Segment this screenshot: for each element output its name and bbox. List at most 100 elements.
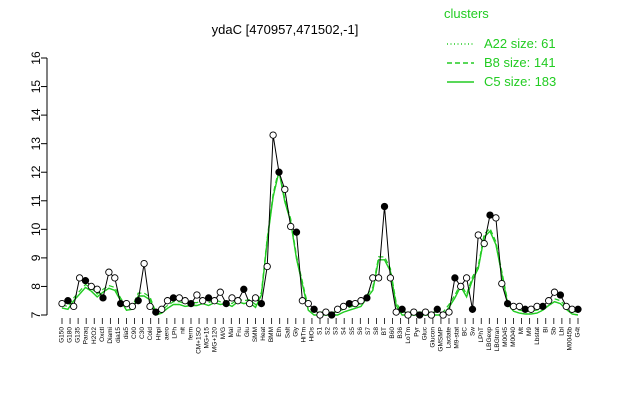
x-tick-label: Gluc	[421, 326, 428, 340]
data-point	[269, 131, 277, 139]
data-point	[562, 302, 570, 311]
x-axis: G150 G180 G135 Paraq H2O2 Oxctl Diami dia15 dia5…	[59, 318, 582, 354]
y-tick-label: 9	[29, 254, 43, 261]
x-tick-label: ferm	[188, 327, 195, 340]
data-point	[451, 274, 459, 282]
x-tick-label: Oxctl	[99, 326, 106, 341]
x-tick-label: Mt	[518, 327, 525, 334]
data-point	[310, 305, 318, 313]
data-point	[64, 297, 72, 305]
x-tick-label: M9	[526, 327, 533, 336]
data-point	[228, 294, 236, 302]
data-point	[70, 302, 78, 311]
x-tick-label: S3	[333, 327, 340, 335]
data-point	[363, 294, 371, 302]
data-point	[87, 282, 95, 291]
data-point	[245, 299, 254, 308]
data-point	[222, 299, 230, 308]
x-tick-label: dia15	[115, 327, 122, 343]
x-tick-label: C90	[131, 327, 138, 339]
data-point	[474, 231, 482, 239]
data-point	[304, 299, 312, 308]
x-tick-label: GMSMP	[437, 327, 444, 352]
x-tick-label: Pyr	[413, 326, 420, 337]
x-tick-label: G180	[67, 327, 74, 343]
x-tick-label: Diami	[107, 327, 114, 344]
data-point	[146, 302, 154, 311]
data-point	[503, 299, 512, 308]
x-tick-label: C30	[139, 327, 146, 339]
x-tick-label: Glucon	[429, 327, 436, 348]
x-tick-label: Gly	[292, 326, 299, 337]
x-tick-label: S4	[341, 327, 348, 335]
x-tick-label: aero	[163, 327, 170, 340]
data-point	[515, 302, 524, 311]
y-tick-label: 16	[29, 51, 43, 65]
data-point	[439, 311, 447, 319]
data-point	[433, 305, 441, 313]
x-tick-label: SMM	[252, 327, 259, 342]
data-point	[322, 308, 330, 316]
x-tick-label: Glu	[244, 327, 251, 338]
x-tick-label: HiTm	[300, 327, 307, 343]
data-point	[568, 305, 576, 313]
x-tick-label: M/G	[220, 327, 227, 339]
data-point	[134, 297, 142, 305]
data-point	[111, 274, 119, 282]
x-tick-label: S7	[365, 327, 372, 335]
data-point	[492, 214, 500, 222]
x-tick-label: Lactate	[446, 327, 453, 349]
data-point	[193, 291, 201, 299]
data-point	[333, 305, 342, 313]
legend-label: A22 size: 61	[484, 36, 556, 51]
data-point	[445, 308, 453, 316]
x-tick-label: M0045	[502, 327, 509, 347]
chart-title: ydaC [470957,471502,-1]	[212, 22, 359, 37]
legend-title: clusters	[444, 6, 489, 21]
x-tick-label: M9-stat	[454, 327, 461, 349]
data-point	[380, 202, 389, 211]
data-point	[316, 311, 324, 319]
x-tick-label: BMM	[268, 327, 275, 342]
data-point	[281, 185, 289, 194]
data-point	[486, 211, 494, 219]
data-point	[386, 274, 395, 282]
data-point	[287, 222, 295, 231]
y-tick-label: 15	[29, 80, 43, 94]
x-tick-label: MG+120	[212, 327, 219, 352]
data-point	[175, 294, 183, 302]
data-point	[210, 297, 219, 305]
data-point	[527, 305, 535, 313]
x-tick-label: nit	[179, 327, 186, 334]
x-tick-label: Cold	[147, 327, 154, 341]
x-tick-label: Lbl	[558, 326, 565, 335]
y-tick-label: 11	[29, 194, 43, 207]
data-point	[404, 311, 412, 319]
x-tick-label: Eth	[276, 327, 283, 337]
x-tick-label: Bl	[542, 326, 549, 332]
x-tick-label: Hhpi	[155, 327, 162, 340]
data-point	[257, 299, 266, 308]
x-tick-label: dia5	[123, 327, 130, 340]
y-axis: 7 8 9 10 11 12 13 14 15 16	[29, 51, 48, 318]
data-point	[158, 305, 166, 313]
legend: clusters A22 size: 61 B8 size: 141 C5 size…	[444, 6, 556, 89]
x-tick-label: BC	[462, 327, 469, 336]
data-point	[416, 311, 424, 319]
x-tick-label: G150	[59, 327, 66, 343]
x-tick-label: LPhT	[478, 327, 485, 343]
data-point	[240, 285, 248, 293]
data-point	[216, 288, 224, 296]
data-point	[556, 291, 565, 299]
x-tick-label: Salt	[284, 327, 291, 338]
x-tick-label: S8	[373, 327, 380, 335]
data-point	[345, 299, 353, 308]
y-tick-label: 8	[29, 283, 43, 290]
x-tick-label: CM+1SO	[196, 327, 203, 354]
x-tick-label: B36	[397, 327, 404, 339]
x-tick-label: M0045b	[566, 327, 573, 351]
x-tick-label: G135	[75, 327, 82, 343]
legend-label: C5 size: 183	[484, 74, 556, 89]
x-tick-label: Paraq	[83, 327, 90, 345]
data-point	[58, 299, 66, 308]
